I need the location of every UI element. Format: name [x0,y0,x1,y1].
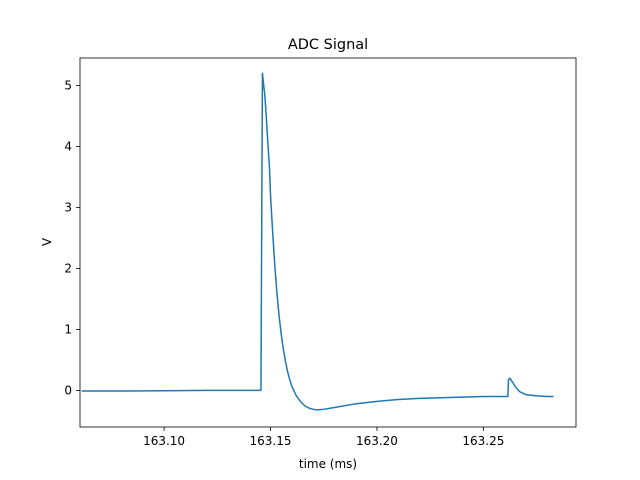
y-axis-label: V [40,237,54,246]
plot-area [81,72,554,411]
y-tick-label: 4 [64,140,72,154]
x-axis-label: time (ms) [299,457,357,471]
y-tick-label: 1 [64,323,72,337]
axes-frame [79,57,577,428]
x-tick-label: 163.10 [143,434,185,448]
y-tick-label: 0 [64,384,72,398]
x-axis: 163.10 163.15 163.20 163.25 [143,427,504,448]
x-tick-label: 163.15 [250,434,292,448]
x-tick-label: 163.20 [356,434,398,448]
y-axis: 0 1 2 3 4 5 [64,79,80,398]
x-tick-label: 163.25 [462,434,504,448]
chart-title: ADC Signal [288,37,368,53]
series-line [81,72,554,411]
y-tick-label: 3 [64,201,72,215]
y-tick-label: 5 [64,79,72,93]
y-tick-label: 2 [64,262,72,276]
